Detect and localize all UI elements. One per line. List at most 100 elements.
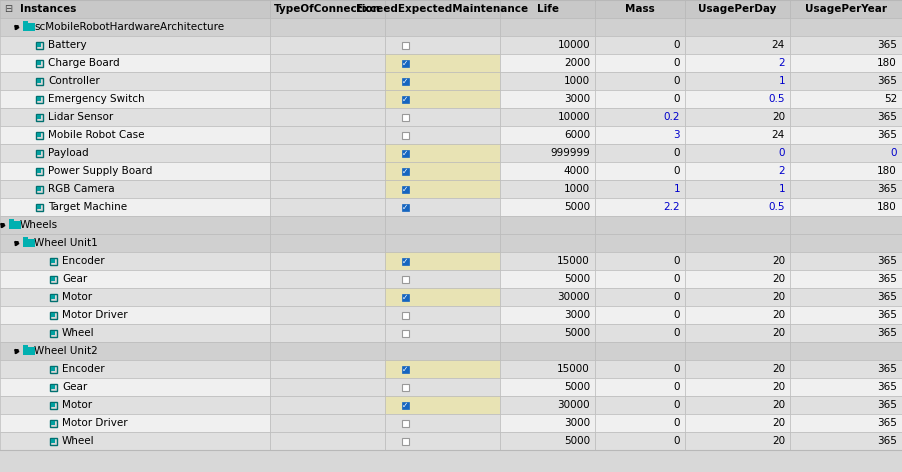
Bar [685,414,790,432]
Text: 365: 365 [877,292,897,302]
Text: 0: 0 [674,256,680,266]
Text: 0: 0 [890,148,897,158]
Bar [270,90,385,108]
Bar [500,0,595,18]
Bar [595,216,685,234]
Bar [500,432,595,450]
Bar [37,79,41,83]
Bar [0,378,270,396]
Bar [270,18,385,36]
Bar [51,313,55,317]
Bar [500,288,595,306]
Bar [685,54,790,72]
Bar [595,288,685,306]
Text: 0: 0 [674,292,680,302]
Text: Encoder: Encoder [62,256,105,266]
Bar [270,288,385,306]
Bar [51,331,55,335]
Bar [790,360,902,378]
Text: 365: 365 [877,400,897,410]
Bar [0,18,270,36]
Text: 20: 20 [772,328,785,338]
Text: UsagePerDay: UsagePerDay [698,4,777,14]
Bar [595,90,685,108]
Text: Charge Board: Charge Board [48,58,120,68]
Text: 1: 1 [778,76,785,86]
Bar [685,270,790,288]
Bar [37,43,41,47]
Bar [500,342,595,360]
Text: 15000: 15000 [557,364,590,374]
Bar [23,239,35,247]
Bar [385,306,500,324]
Bar [37,169,41,173]
Bar [23,23,35,31]
Bar [790,144,902,162]
Bar [401,312,409,319]
Bar [790,72,902,90]
Bar [595,432,685,450]
Bar [685,18,790,36]
Bar [385,378,500,396]
Bar [385,162,500,180]
Text: 15000: 15000 [557,256,590,266]
Text: Payload: Payload [48,148,88,158]
Text: UsagePerYear: UsagePerYear [805,4,887,14]
Text: 20: 20 [772,112,785,122]
Bar [595,180,685,198]
Text: ✓: ✓ [401,76,409,85]
Bar [500,144,595,162]
Text: ✓: ✓ [401,364,409,373]
Text: ✓: ✓ [401,94,409,103]
Bar [685,306,790,324]
Bar [50,258,57,264]
Text: 180: 180 [878,202,897,212]
Bar [500,54,595,72]
Text: 365: 365 [877,40,897,50]
Text: Emergency Switch: Emergency Switch [48,94,144,104]
Text: 0: 0 [674,400,680,410]
Text: 2000: 2000 [564,58,590,68]
Text: 0: 0 [674,58,680,68]
Text: ✓: ✓ [401,149,409,158]
Bar [0,288,270,306]
Bar [401,203,409,211]
Text: 365: 365 [877,328,897,338]
Text: RGB Camera: RGB Camera [48,184,115,194]
Bar [790,342,902,360]
Bar [595,360,685,378]
Bar [270,198,385,216]
Text: 3: 3 [674,130,680,140]
Text: Motor Driver: Motor Driver [62,418,127,428]
Bar [685,198,790,216]
Bar [23,21,28,24]
Bar [790,126,902,144]
Text: Mobile Robot Case: Mobile Robot Case [48,130,144,140]
Text: 5000: 5000 [564,202,590,212]
Bar [385,216,500,234]
Bar [270,306,385,324]
Bar [0,342,270,360]
Bar [385,198,500,216]
Text: 2.2: 2.2 [663,202,680,212]
Bar [401,294,409,301]
Bar [51,277,55,281]
Bar [385,36,500,54]
Text: Wheel: Wheel [62,328,95,338]
Bar [270,396,385,414]
Text: 20: 20 [772,418,785,428]
Bar [35,185,42,193]
Bar [401,383,409,390]
Text: 0: 0 [778,148,785,158]
Bar [270,162,385,180]
Bar [790,216,902,234]
Text: 2: 2 [778,166,785,176]
Text: 30000: 30000 [557,400,590,410]
Bar [9,219,14,222]
Text: Encoder: Encoder [62,364,105,374]
Bar [51,385,55,389]
Bar [51,403,55,407]
Text: Gear: Gear [62,382,87,392]
Bar [0,198,270,216]
Bar [500,216,595,234]
